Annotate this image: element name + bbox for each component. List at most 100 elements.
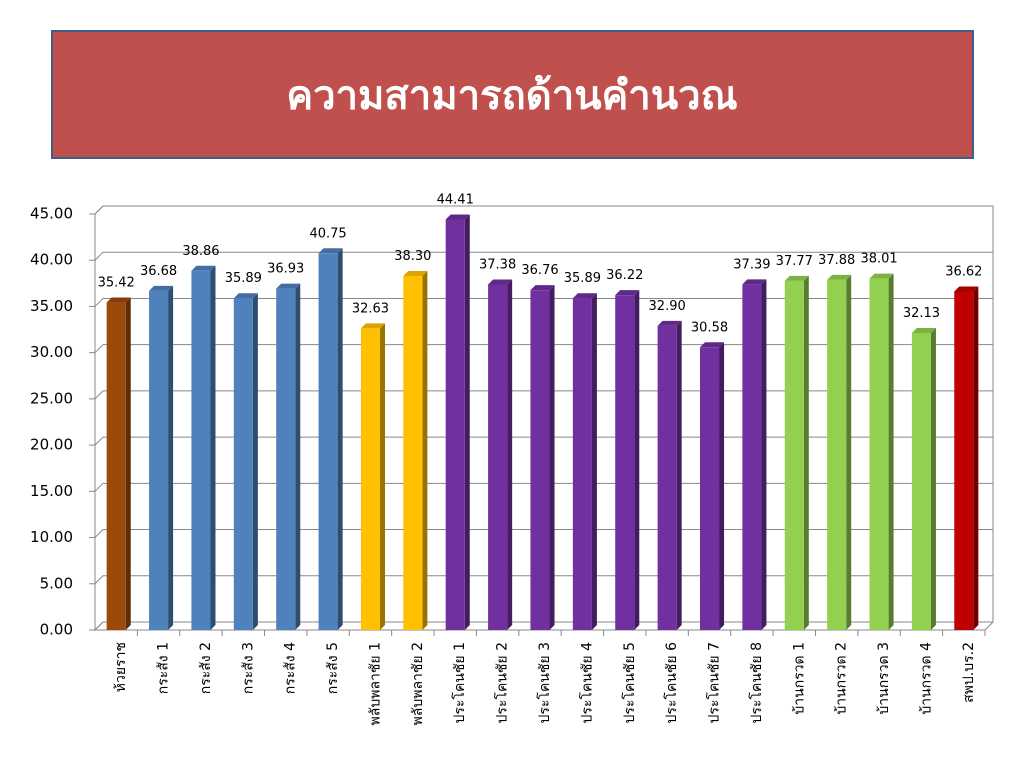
value-label: 37.38 [479,257,516,272]
value-label: 32.63 [352,301,389,316]
grid-line [94,390,993,400]
bar-top [488,279,513,285]
y-tick-label: 45.00 [30,205,73,223]
x-tick-label: กระสัง 5 [325,642,341,694]
x-tick-label: พลับพลาชัย 1 [367,642,383,725]
bar-top [360,323,386,329]
bar-top [784,275,809,281]
bar [276,288,296,630]
bar [318,253,338,631]
y-tick-label: 0.00 [40,621,73,639]
bar-side [719,342,725,630]
x-tick-label: กระสัง 2 [198,642,214,694]
x-tick-label: ประโคนชัย 6 [663,642,680,724]
chart-title: ความสามารถด้านคำนวณ [286,73,737,119]
value-label: 32.13 [903,306,940,321]
bar [827,279,847,630]
value-label: 37.39 [733,257,770,272]
bar-side [125,297,131,630]
bar-top [318,248,343,254]
bar-side [464,214,470,630]
bar [191,270,211,630]
y-tick-label: 40.00 [30,251,73,269]
bar-top [106,297,131,303]
value-label: 35.42 [98,276,135,291]
bar-top [149,285,174,291]
value-label: 37.88 [818,253,855,268]
bar-side [422,270,428,630]
bar-side [252,293,258,630]
x-tick-label: ห้วยราช [113,642,129,692]
bar-top [869,273,894,279]
grid-line [94,344,993,354]
bar [572,298,592,630]
x-tick-label: ประโคนชัย 3 [536,642,553,723]
value-label: 36.76 [521,263,558,278]
x-tick-label: สพป.บร.2 [961,642,977,703]
x-tick-label: กระสัง 3 [240,642,256,694]
grid-line [94,621,993,631]
value-label: 44.41 [437,192,474,207]
bar-top [827,274,852,280]
grid-line [94,205,993,215]
value-label: 35.89 [225,271,262,286]
bar [403,275,423,630]
bar [233,298,253,630]
bar [106,302,126,630]
value-label: 36.68 [140,264,177,279]
bar-side [676,320,682,630]
bar [360,328,381,630]
bar [657,325,677,630]
bar-side [295,283,301,630]
grid-line [94,529,993,538]
value-label: 38.86 [182,244,219,259]
bar-top [276,283,301,289]
bar-top [615,290,640,296]
bar-side [380,323,386,630]
y-tick-label: 20.00 [30,436,73,454]
bar [954,291,974,630]
value-label: 35.89 [564,271,601,286]
bar [615,295,635,630]
grid-line [94,575,993,585]
x-tick-label: ประโคนชัย 1 [451,642,468,723]
bar-top [530,285,555,291]
value-label: 32.90 [649,299,686,314]
x-tick-label: ประโคนชัย 7 [706,642,723,723]
value-label: 36.93 [267,262,304,277]
bar [784,280,804,630]
y-tick-label: 5.00 [40,574,73,592]
grid-line [94,436,993,446]
bar-side [168,285,174,630]
bar-top [699,342,725,348]
x-tick-label: ประโคนชัย 5 [621,642,638,723]
value-label: 38.01 [860,252,897,267]
grid-line [94,297,993,307]
bar-top [657,320,682,326]
x-tick-label: ประโคนชัย 2 [494,642,511,723]
bar-top [954,286,979,292]
y-tick-label: 35.00 [30,297,73,315]
bar-top [742,279,767,285]
x-tick-label: ประโคนชัย 4 [578,642,595,724]
x-tick-label: บ้านกรวด 4 [918,642,934,715]
x-tick-label: พลับพลาชัย 2 [410,642,426,725]
bar-side [337,248,343,631]
bar-top [911,327,936,333]
title-box [51,30,974,159]
bar-side [210,265,216,630]
bar-side [973,286,979,630]
grid-line [94,482,993,492]
bar [742,284,762,630]
x-tick-label: บ้านกรวด 1 [791,642,807,715]
bar [530,290,550,630]
x-tick-label: กระสัง 1 [156,642,172,694]
bar-top [445,214,470,220]
bar [445,219,465,630]
y-tick-label: 25.00 [30,389,73,407]
bar [869,278,889,630]
x-tick-label: ประโคนชัย 8 [748,642,765,723]
bar-top [572,293,597,299]
